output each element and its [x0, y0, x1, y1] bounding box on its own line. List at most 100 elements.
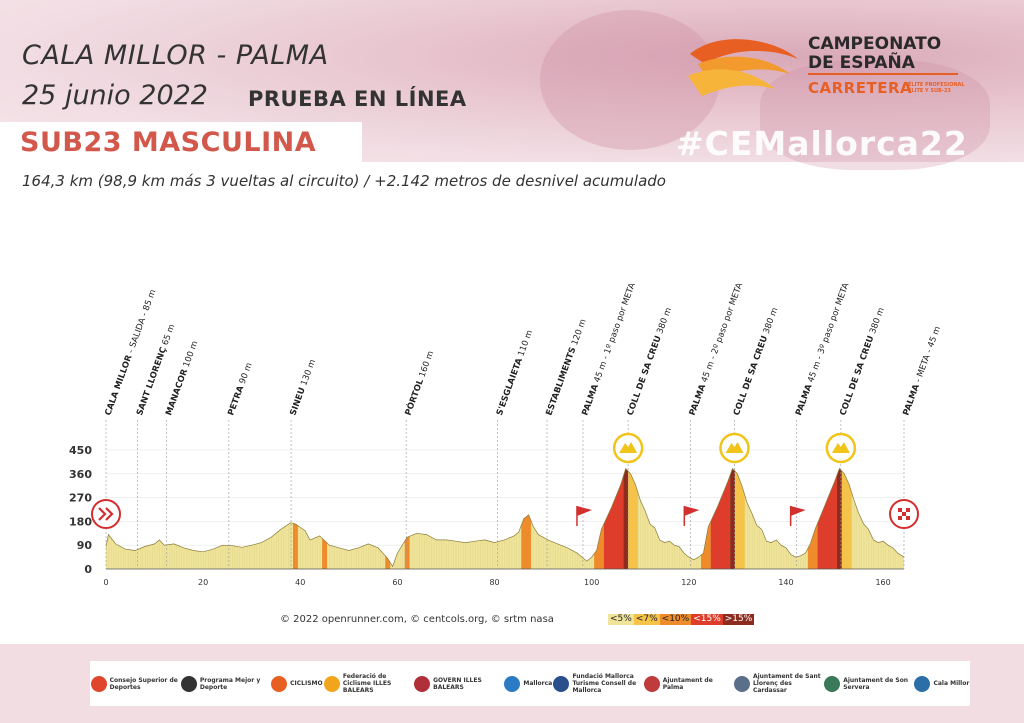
texture-stripe: [647, 468, 649, 569]
texture-stripe: [747, 468, 748, 569]
mallorca-logo-icon: [504, 675, 521, 692]
waypoint-info: 45 m - 2º paso por META: [699, 282, 745, 387]
texture-stripe: [472, 468, 474, 569]
texture-stripe: [501, 468, 503, 569]
texture-stripe: [545, 468, 547, 569]
banner-photo-shape: [760, 60, 990, 170]
texture-stripe: [776, 468, 777, 569]
texture-stripe: [392, 468, 394, 569]
legend-item: >15%: [722, 614, 755, 625]
texture-stripe: [443, 468, 445, 569]
texture-stripe: [212, 468, 214, 569]
texture-stripe: [671, 468, 673, 569]
texture-stripe: [193, 468, 195, 569]
texture-stripe: [421, 468, 423, 569]
texture-stripe: [683, 468, 685, 569]
real-federacion-ciclismo-logo-icon: [271, 675, 288, 692]
texture-stripe: [241, 468, 243, 569]
start-chevrons: [98, 507, 114, 521]
steep-section: [404, 468, 410, 569]
mountain-glyph: [725, 442, 744, 453]
y-tick-label: 450: [69, 444, 92, 457]
texture-stripe: [749, 468, 751, 569]
gradient-bands: [106, 468, 904, 569]
texture-stripe: [462, 468, 464, 569]
waypoint-label: PALMA 45 m - 2º paso por META: [688, 282, 745, 417]
texture-stripe: [224, 468, 226, 569]
texture-stripe: [411, 468, 413, 569]
finish-line-flag-icon: [576, 506, 592, 516]
texture-stripe: [560, 468, 561, 569]
ajuntament-palma-logo-icon: [643, 675, 660, 692]
texture-stripe: [319, 468, 321, 569]
cala-millor-logo: Cala Millor: [914, 675, 969, 692]
texture-stripe: [351, 468, 352, 569]
cala-millor-logo-icon: [914, 675, 931, 692]
texture-stripe: [533, 468, 535, 569]
texture-stripe: [283, 468, 284, 569]
texture-stripe: [390, 468, 391, 569]
texture-stripe: [688, 468, 690, 569]
texture-stripe: [530, 468, 532, 569]
texture-stripe: [594, 468, 595, 569]
steep-section: [594, 468, 604, 569]
texture-stripe: [674, 468, 675, 569]
texture-stripe: [302, 468, 304, 569]
checkered-flag-cell: [902, 512, 906, 516]
texture-stripe: [346, 468, 348, 569]
texture-stripe: [890, 468, 892, 569]
waypoint-info: 130 m: [298, 358, 318, 390]
texture-stripe: [868, 468, 870, 569]
steep-section: [322, 468, 327, 569]
sponsor-name: Consejo Superior de Deportes: [109, 676, 178, 691]
waypoint-info: - SALIDA - 85 m: [125, 288, 158, 357]
x-tick-label: 160: [875, 578, 890, 587]
real-federacion-ciclismo-logo: CICLISMO: [271, 675, 323, 692]
texture-stripe: [336, 468, 338, 569]
texture-stripe: [460, 468, 462, 569]
steep-section: [521, 468, 531, 569]
y-tick-label: 0: [84, 563, 92, 576]
texture-stripe: [691, 468, 692, 569]
ajuntament-sant-llorenc-logo-icon: [733, 675, 750, 692]
texture-stripe: [543, 468, 544, 569]
texture-stripe: [470, 468, 471, 569]
waypoint-label: SINEU 130 m: [288, 358, 318, 417]
texture-stripe: [441, 468, 442, 569]
texture-stripe: [120, 468, 122, 569]
sponsor-name: CICLISMO: [290, 680, 323, 687]
texture-stripe: [555, 468, 556, 569]
texture-stripe: [382, 468, 384, 569]
race-date: 25 junio 2022: [22, 80, 208, 111]
texture-stripe: [584, 468, 586, 569]
texture-stripe: [764, 468, 765, 569]
fundacion-mallorca-turismo-logo-icon: [553, 675, 570, 692]
mpd-logo: Programa Mejor y Deporte: [180, 675, 270, 692]
category-box: [0, 122, 362, 162]
waypoint-info: 65 m: [160, 323, 178, 349]
texture-stripe: [511, 468, 513, 569]
waypoint-label: ESTABLIMENTS 120 m: [544, 318, 588, 417]
texture-stripe: [484, 468, 486, 569]
texture-stripe: [657, 468, 658, 569]
texture-stripe: [156, 468, 158, 569]
texture-stripe: [370, 468, 372, 569]
consejo-superior-deportes-logo-icon: [90, 675, 107, 692]
x-tick-label: 40: [295, 578, 305, 587]
texture-stripe: [448, 468, 450, 569]
texture-stripe: [581, 468, 583, 569]
y-tick-label: 270: [69, 492, 92, 505]
texture-stripe: [132, 468, 134, 569]
texture-stripe: [788, 468, 790, 569]
checkered-flag-cell: [902, 516, 906, 520]
texture-stripe: [465, 468, 467, 569]
waypoint-label: PÒRTOL 160 m: [402, 349, 437, 417]
legend-item: <5%: [608, 614, 634, 625]
chart-credits: © 2022 openrunner.com, © centcols.org, ©…: [280, 614, 554, 625]
texture-stripe: [557, 468, 559, 569]
texture-stripe: [793, 468, 794, 569]
texture-stripe: [866, 468, 867, 569]
govern-illes-balears-logo-icon: [414, 675, 431, 692]
steep-section: [623, 468, 629, 569]
texture-stripe: [222, 468, 224, 569]
